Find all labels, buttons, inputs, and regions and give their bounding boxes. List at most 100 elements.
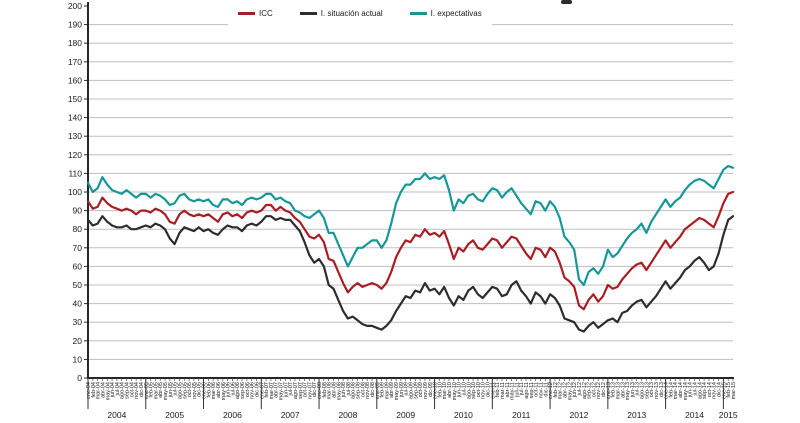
expectativas-line-swatch xyxy=(409,12,427,15)
x-month-label: feb-15 xyxy=(726,382,732,398)
x-month-label: dic-10 xyxy=(486,382,492,397)
x-year-label: 2015 xyxy=(719,410,738,420)
x-month-label: dic-06 xyxy=(254,382,260,397)
x-month-label: ene-15 xyxy=(721,382,727,399)
x-month-label: nov-05 xyxy=(192,382,198,399)
legend-label-situacion-actual: I. situación actual xyxy=(320,9,383,18)
x-month-label: ene-11 xyxy=(490,382,496,399)
x-month-label: feb-10 xyxy=(437,382,443,398)
x-month-label: jun-05 xyxy=(168,382,174,398)
x-month-label: sep-10 xyxy=(471,382,477,399)
x-month-label: nov-04 xyxy=(134,382,140,399)
x-month-label: mar-08 xyxy=(327,382,333,399)
x-month-label: abr-13 xyxy=(620,382,626,398)
x-month-label: abr-06 xyxy=(216,382,222,398)
x-month-label: jul-09 xyxy=(404,382,410,396)
x-year-label: 2005 xyxy=(165,410,184,420)
x-month-label: sep-04 xyxy=(125,382,131,399)
x-month-label: sep-11 xyxy=(529,382,535,398)
x-month-label: may-09 xyxy=(394,382,400,400)
x-month-label: nov-12 xyxy=(596,382,602,399)
x-month-label: oct-14 xyxy=(707,382,713,397)
x-month-label: feb-04 xyxy=(91,382,97,398)
x-month-label: jun-06 xyxy=(226,382,232,398)
x-month-label: dic-08 xyxy=(370,382,376,397)
x-year-label: 2006 xyxy=(223,410,242,420)
x-month-label: ago-11 xyxy=(524,382,530,399)
x-month-label: ago-06 xyxy=(235,382,241,399)
x-month-label: nov-14 xyxy=(712,382,718,399)
legend-item-situacion-actual: I. situación actual xyxy=(299,9,383,18)
x-month-label: may-08 xyxy=(336,382,342,400)
y-axis-tick-label: 80 xyxy=(73,224,83,234)
series-line-icc xyxy=(86,190,735,311)
x-month-label: may-13 xyxy=(625,382,631,400)
situacion-actual-line-swatch xyxy=(299,12,317,15)
x-year-label: 2014 xyxy=(685,410,704,420)
x-month-label: jun-13 xyxy=(630,382,636,398)
x-month-label: jun-11 xyxy=(514,382,520,398)
y-axis-tick-label: 60 xyxy=(73,261,83,271)
x-month-label: oct-07 xyxy=(303,382,309,397)
y-axis-tick-label: 130 xyxy=(68,131,82,141)
x-month-label: mar-12 xyxy=(558,382,564,399)
x-month-label: ago-14 xyxy=(697,382,703,399)
x-month-label: feb-05 xyxy=(149,382,155,398)
x-month-label: dic-12 xyxy=(601,382,607,397)
x-month-label: mar-15 xyxy=(731,382,737,399)
x-year-label: 2007 xyxy=(281,410,300,420)
x-month-label: feb-08 xyxy=(322,382,328,398)
x-month-label: mar-14 xyxy=(673,382,679,399)
y-axis-tick-label: 90 xyxy=(73,206,83,216)
x-month-label: jul-08 xyxy=(346,382,352,396)
x-month-label: oct-09 xyxy=(418,382,424,397)
x-month-label: feb-14 xyxy=(668,382,674,398)
x-month-label: nov-06 xyxy=(250,382,256,399)
x-month-label: mar-13 xyxy=(615,382,621,399)
x-month-label: sep-12 xyxy=(587,382,593,399)
legend-item-icc: ICC xyxy=(238,9,273,18)
x-month-label: may-04 xyxy=(105,382,111,400)
x-month-label: abr-11 xyxy=(505,382,511,398)
x-month-label: jun-07 xyxy=(283,382,289,398)
x-month-label: feb-11 xyxy=(495,382,501,397)
x-month-label: jul-12 xyxy=(577,382,583,396)
x-month-label: oct-05 xyxy=(187,382,193,397)
y-axis-tick-label: 40 xyxy=(73,299,83,309)
x-year-label: 2013 xyxy=(627,410,646,420)
x-month-label: dic-14 xyxy=(717,382,723,397)
x-month-label: jul-13 xyxy=(635,382,641,396)
x-month-label: dic-13 xyxy=(659,382,665,397)
legend-label-icc: ICC xyxy=(259,9,273,18)
x-month-label: ene-09 xyxy=(375,382,381,399)
y-axis-tick-label: 0 xyxy=(77,373,82,383)
x-month-label: ene-06 xyxy=(202,382,208,399)
x-month-label: jun-14 xyxy=(688,382,694,398)
x-month-label: nov-10 xyxy=(481,382,487,399)
y-axis-tick-label: 150 xyxy=(68,94,82,104)
y-axis-tick-label: 140 xyxy=(68,113,82,123)
x-month-label: may-12 xyxy=(567,382,573,400)
x-month-label: jul-11 xyxy=(519,382,525,396)
y-axis-tick-label: 10 xyxy=(73,354,83,364)
y-axis-tick-label: 100 xyxy=(68,187,82,197)
x-year-label: 2010 xyxy=(454,410,473,420)
x-month-label: sep-05 xyxy=(182,382,188,399)
x-month-label: feb-13 xyxy=(611,382,617,398)
x-month-label: nov-09 xyxy=(423,382,429,399)
x-month-label: dic-11 xyxy=(543,382,549,397)
x-month-label: sep-06 xyxy=(240,382,246,399)
x-month-label: oct-11 xyxy=(534,382,540,397)
chart-legend: ICC I. situación actual I. expectativas xyxy=(228,0,492,27)
x-month-label: mar-11 xyxy=(500,382,506,399)
x-month-label: jul-04 xyxy=(115,382,121,396)
x-month-label: jun-12 xyxy=(572,382,578,398)
x-month-label: may-07 xyxy=(279,382,285,400)
y-axis-tick-label: 160 xyxy=(68,75,82,85)
x-month-label: oct-06 xyxy=(245,382,251,397)
y-axis-tick-label: 180 xyxy=(68,38,82,48)
x-year-label: 2011 xyxy=(512,410,531,420)
x-month-label: feb-12 xyxy=(553,382,559,398)
series-line-expectativas xyxy=(86,164,735,287)
